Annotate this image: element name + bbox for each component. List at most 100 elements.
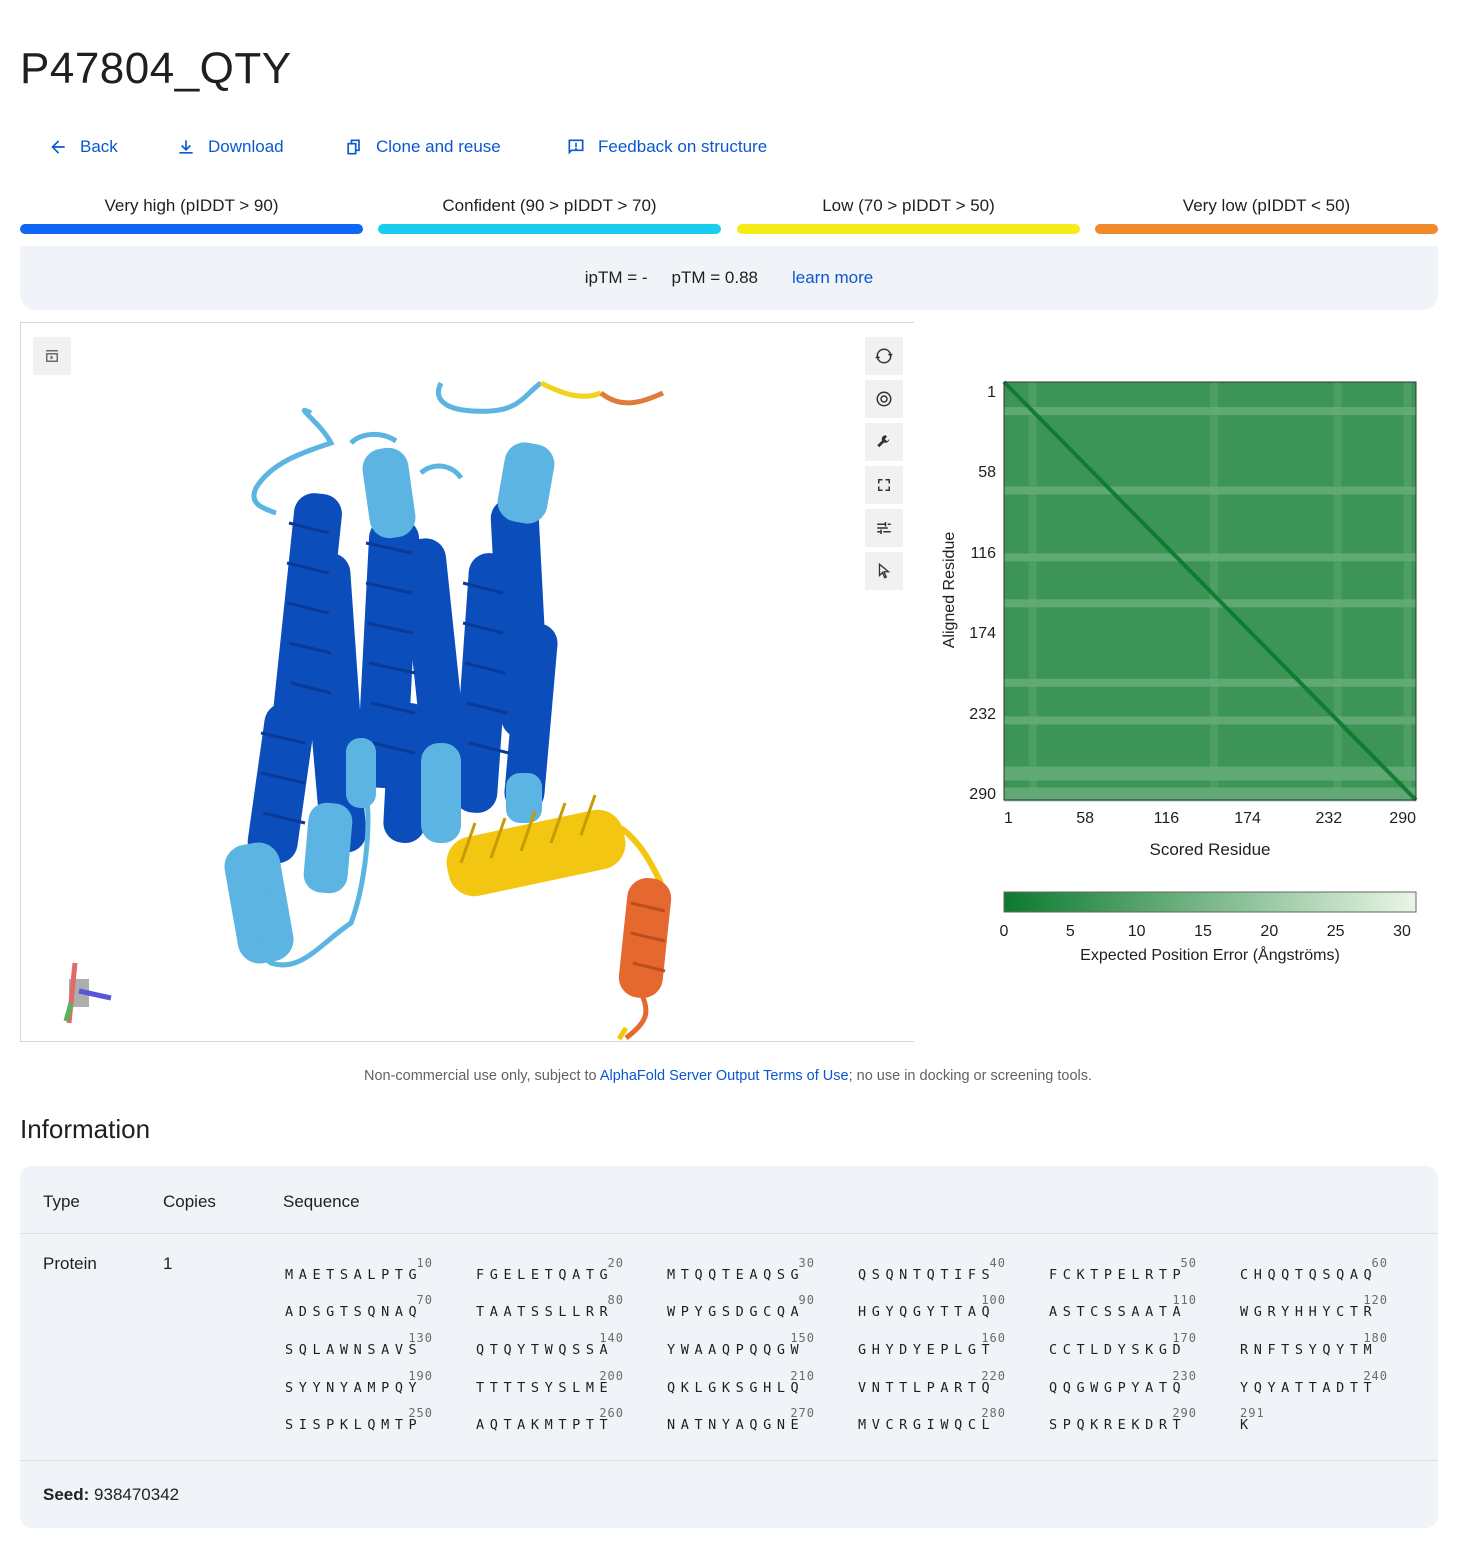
sequence-position: 210 [790, 1369, 815, 1383]
seed-label: Seed: [43, 1485, 90, 1504]
sequence-residues: QKLGKSGHLQ [667, 1380, 805, 1396]
information-title: Information [20, 1114, 151, 1144]
sequence-block: 250 SISPKLQMTP [285, 1406, 437, 1436]
camera-icon[interactable] [865, 380, 903, 418]
sequence-position: 20 [607, 1256, 624, 1270]
pae-band [1004, 766, 1416, 781]
protein-structure [63, 380, 672, 1041]
pae-heatmap [1002, 380, 1418, 913]
sequence-block: 80 TAATSSLLRR [476, 1293, 628, 1323]
seed-value: 938470342 [94, 1485, 180, 1504]
sliders-icon[interactable] [865, 509, 903, 547]
pae-band [1004, 553, 1416, 562]
pae-colorbar-tick: 20 [1260, 923, 1279, 940]
sequence-block: 10 MAETSALPTG [285, 1256, 437, 1286]
sequence-position: 50 [1180, 1256, 1197, 1270]
type-cell: Protein [43, 1254, 97, 1273]
terms-suffix: ; no use in docking or screening tools. [848, 1068, 1093, 1084]
pae-band [1004, 486, 1416, 495]
sequence-position: 40 [989, 1256, 1006, 1270]
axis-gizmo [63, 962, 112, 1024]
pae-cells [1002, 380, 1418, 802]
sequence-block: 40 QSQNTQTIFS [858, 1256, 1010, 1286]
feedback-button[interactable]: Feedback on structure [566, 132, 767, 162]
rotate-icon[interactable] [865, 337, 903, 375]
wrench-icon[interactable] [865, 423, 903, 461]
loop-segment [419, 463, 464, 480]
sequence-residues: RNFTSYQYTM [1240, 1342, 1378, 1358]
sequence-position: 290 [1172, 1406, 1197, 1420]
pae-colorbar-title: Expected Position Error (Ångströms) [1080, 947, 1340, 964]
sequence-residues: SPQKREKDRT [1049, 1417, 1187, 1433]
pae-x-tick: 174 [1234, 810, 1261, 827]
legend-label: Confident (90 > pIDDT > 70) [442, 196, 657, 215]
sequence-position: 100 [981, 1293, 1006, 1307]
sequence-position: 110 [1172, 1293, 1197, 1307]
pae-colorbar-tick: 5 [1065, 923, 1075, 940]
pae-band [1004, 599, 1416, 608]
sequence-block: 180 RNFTSYQYTM [1240, 1331, 1392, 1361]
pae-colorbar-tick: 25 [1326, 923, 1345, 940]
sequence-block: 290 SPQKREKDRT [1049, 1406, 1201, 1436]
pae-band [1004, 407, 1416, 416]
legend-very-low: Very low (pIDDT < 50) [1095, 194, 1438, 236]
sequence-residues: HGYQGYTTAQ [858, 1304, 996, 1320]
sequence-block: 50 FCKTPELRTP [1049, 1256, 1201, 1286]
sequence-block: 160 GHYDYEPLGT [858, 1331, 1010, 1361]
panel-toggle-icon[interactable] [33, 337, 71, 375]
sequence-header: Sequence [283, 1192, 360, 1211]
sequence-residues: YQYATTADTT [1240, 1380, 1378, 1396]
viewer-toolbar [865, 337, 903, 595]
clone-button[interactable]: Clone and reuse [344, 132, 501, 162]
expand-icon[interactable] [865, 466, 903, 504]
sequence-block: 170 CCTLDYSKGD [1049, 1331, 1201, 1361]
sequence-position: 291 [1240, 1406, 1265, 1420]
sequence-residues: ADSGTSQNAQ [285, 1304, 423, 1320]
back-button[interactable]: Back [48, 132, 118, 162]
pae-x-tick: 1 [1004, 810, 1013, 827]
clone-label: Clone and reuse [376, 137, 501, 156]
sequence-block: 200 TTTTSYSLME [476, 1369, 628, 1399]
cursor-icon[interactable] [865, 552, 903, 590]
pae-colorbar [1003, 891, 1417, 913]
sequence-position: 70 [416, 1293, 433, 1307]
sequence-position: 190 [408, 1369, 433, 1383]
pae-band [1004, 787, 1416, 802]
sequence-block: 230 QQGWGPYATQ [1049, 1369, 1201, 1399]
sequence-position: 270 [790, 1406, 815, 1420]
sequence-residues: TAATSSLLRR [476, 1304, 614, 1320]
sequence-position: 170 [1172, 1331, 1197, 1345]
sequence-residues: QQGWGPYATQ [1049, 1380, 1187, 1396]
terms-link[interactable]: AlphaFold Server Output Terms of Use [599, 1068, 849, 1084]
learn-more-link[interactable]: learn more [792, 268, 874, 287]
sequence-residues: MVCRGIWQCL [858, 1417, 996, 1433]
sequence-residues: ASTCSSAATA [1049, 1304, 1187, 1320]
copy-icon [347, 139, 360, 155]
structure-viewer[interactable] [20, 322, 914, 1042]
iptm-value: ipTM = - [584, 268, 648, 287]
pae-x-tick: 116 [1153, 810, 1180, 827]
download-icon [179, 140, 193, 154]
pae-y-tick: 1 [987, 384, 996, 401]
pae-y-tick: 58 [978, 464, 996, 482]
helix-bundle-light [224, 442, 555, 964]
pae-y-tick: 290 [969, 786, 996, 803]
sequence-block: 30 MTQQTEAQSG [667, 1256, 819, 1286]
arrow-left-icon [51, 140, 65, 154]
sequence-block: 270 NATNYAQGNE [667, 1406, 819, 1436]
sequence-position: 10 [416, 1256, 433, 1270]
ptm-value: pTM = 0.88 [671, 268, 758, 287]
sequence-residues: SYYNYAMPQY [285, 1380, 423, 1396]
pae-colorbar-tick: 15 [1194, 923, 1212, 940]
download-button[interactable]: Download [176, 132, 284, 162]
sequence-residues: SISPKLQMTP [285, 1417, 423, 1433]
pae-x-tick: 232 [1315, 810, 1343, 827]
legend-confident: Confident (90 > pIDDT > 70) [378, 194, 721, 236]
pae-colorbar-tick: 30 [1393, 923, 1411, 940]
pae-y-title: Aligned Residue [941, 531, 958, 649]
sequence-block: 20 FGELETQATG [476, 1256, 628, 1286]
sequence-block: 291 K [1240, 1406, 1392, 1436]
loop-segment [599, 390, 665, 406]
helix-low-yellow [446, 794, 664, 897]
sequence-position: 130 [408, 1331, 433, 1345]
